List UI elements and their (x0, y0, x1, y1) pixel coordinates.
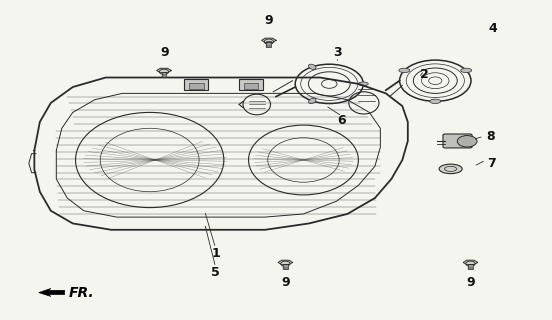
Text: FR.: FR. (68, 285, 94, 300)
Ellipse shape (309, 98, 316, 104)
Polygon shape (262, 38, 276, 43)
Text: 9: 9 (160, 46, 169, 59)
Text: 9: 9 (466, 276, 475, 289)
Polygon shape (463, 260, 477, 265)
Bar (189, 83, 204, 89)
Bar (244, 83, 258, 89)
Text: 4: 4 (489, 22, 497, 35)
Ellipse shape (358, 82, 368, 86)
Text: 8: 8 (486, 130, 495, 143)
Text: 9: 9 (264, 14, 273, 27)
Text: 2: 2 (420, 68, 429, 81)
Text: 7: 7 (487, 157, 496, 170)
Polygon shape (39, 288, 65, 296)
Text: 6: 6 (338, 114, 346, 127)
Bar (267, 42, 271, 47)
Circle shape (457, 136, 477, 147)
Circle shape (466, 261, 475, 267)
FancyBboxPatch shape (443, 134, 472, 148)
Ellipse shape (309, 64, 316, 69)
Bar (162, 72, 166, 77)
Ellipse shape (439, 164, 462, 174)
Ellipse shape (399, 68, 410, 73)
Text: 1: 1 (211, 247, 220, 260)
Bar (184, 79, 209, 90)
Circle shape (281, 261, 290, 267)
Ellipse shape (430, 99, 440, 104)
Text: 3: 3 (333, 46, 342, 59)
Bar (239, 79, 263, 90)
Polygon shape (278, 260, 293, 265)
Ellipse shape (461, 68, 471, 73)
Text: 9: 9 (282, 276, 290, 289)
Text: 5: 5 (211, 266, 220, 279)
Bar (468, 264, 473, 269)
Polygon shape (157, 68, 171, 73)
Circle shape (160, 69, 168, 75)
Bar (283, 264, 288, 269)
Circle shape (264, 39, 273, 44)
